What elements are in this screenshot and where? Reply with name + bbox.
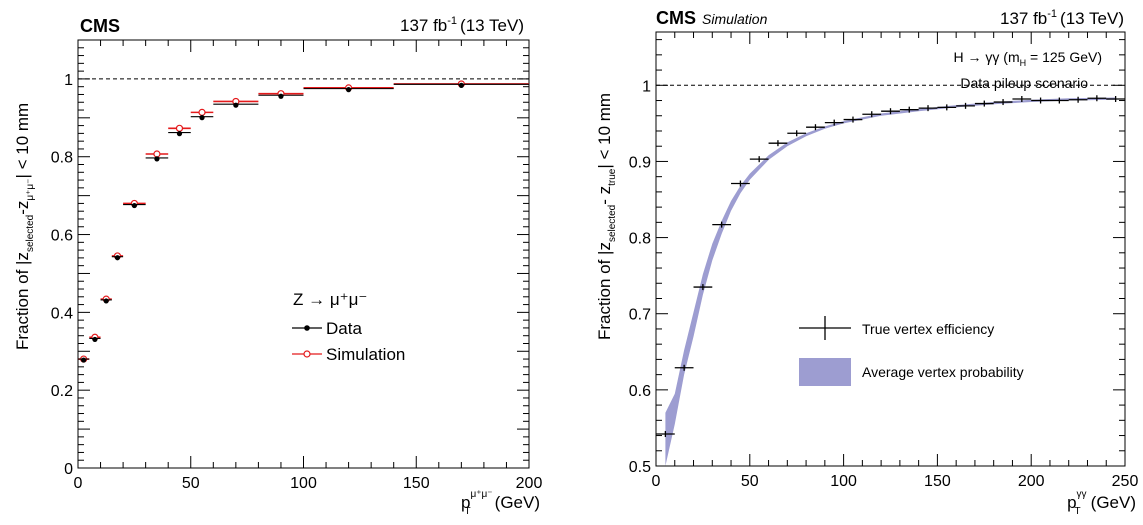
right-lumi-energy: (13 TeV) <box>1060 9 1124 28</box>
right-y-tick-label: 0.6 <box>629 383 651 400</box>
left-experiment-label: CMS <box>80 16 120 36</box>
left-legend: Z → μ⁺μ⁻ Data Simulation <box>292 290 405 364</box>
right-x-axis-label: pγγ T (GeV) <box>1067 489 1136 517</box>
left-x-tick-label: 150 <box>403 475 430 492</box>
left-y-tick-label: 0.6 <box>51 228 73 245</box>
right-x-tick-label: 0 <box>652 473 661 490</box>
left-lumi-sup: -1 <box>447 15 457 27</box>
left-xlabel-p: p <box>461 493 470 512</box>
left-y-tick-label: 1 <box>64 72 73 89</box>
left-data-point <box>458 82 464 88</box>
right-y-tick-label: 0.5 <box>629 459 651 476</box>
left-x-axis-label: pμ⁺μ⁻ T (GeV) <box>461 489 540 517</box>
right-y-tick-label: 0.9 <box>629 154 651 171</box>
right-y-tick-label: 0.8 <box>629 231 651 248</box>
right-ylabel-sub2: true <box>607 168 618 186</box>
right-annotation-process-sub: H <box>1020 58 1027 68</box>
left-data-point <box>176 131 183 137</box>
left-data-point <box>92 336 98 343</box>
left-plot-frame <box>77 39 530 469</box>
right-experiment-name: CMS <box>656 8 696 28</box>
left-xlabel-unit: (GeV) <box>495 493 540 512</box>
right-ylabel-mid: - z <box>595 186 614 205</box>
left-ylabel-mid: -z <box>13 201 32 215</box>
right-annotation-process-post: = 125 GeV) <box>1026 49 1102 65</box>
right-lumi-value: 137 fb <box>1000 9 1047 28</box>
right-lumi-sup: -1 <box>1047 8 1057 20</box>
right-x-tick-label: 150 <box>924 473 951 490</box>
right-xlabel-unit: (GeV) <box>1091 493 1136 512</box>
left-ylabel-sub1: selected <box>25 215 36 252</box>
left-data-point <box>154 156 160 162</box>
right-xlabel-sub: T <box>1075 506 1081 517</box>
left-legend-sim-label: Simulation <box>326 345 405 364</box>
right-legend: True vertex efficiency Average vertex pr… <box>799 316 1024 386</box>
left-ylabel-pre: Fraction of |z <box>13 252 32 350</box>
left-y-axis-label: Fraction of |zselected-zμ⁺μ⁻| < 10 mm <box>13 103 36 350</box>
right-x-tick-label: 250 <box>1112 473 1139 490</box>
left-data-point <box>103 298 109 304</box>
right-y-tick-label: 0.7 <box>629 307 651 324</box>
right-luminosity-label: 137 fb-1 (13 TeV) <box>1000 8 1124 28</box>
right-xlabel-sup: γγ <box>1077 489 1087 500</box>
right-y-axis-label: Fraction of |zselected- ztrue| < 10 mm <box>595 93 618 340</box>
left-y-tick-label: 0.4 <box>51 305 73 322</box>
left-x-tick-label: 200 <box>516 475 543 492</box>
left-ylabel-sub2: μ⁺μ⁻ <box>25 179 36 201</box>
left-y-tick-label: 0 <box>64 461 73 478</box>
left-lumi-energy: (13 TeV) <box>460 16 524 35</box>
right-ylabel-sub1: selected <box>607 205 618 242</box>
left-x-tick-label: 0 <box>74 475 83 492</box>
left-simulation-point <box>198 108 206 116</box>
left-x-tick-label: 100 <box>290 475 317 492</box>
left-data-point <box>278 93 284 99</box>
right-annotation-process: H → γγ (mH = 125 GeV) <box>954 49 1103 68</box>
right-plot-frame <box>655 31 1126 467</box>
left-xlabel-sub: T <box>465 506 471 517</box>
left-luminosity-label: 137 fb-1 (13 TeV) <box>400 15 524 35</box>
left-ylabel-post: | < 10 mm <box>13 103 32 179</box>
left-legend-data-marker <box>304 325 310 331</box>
left-xlabel-sup: μ⁺μ⁻ <box>470 489 492 500</box>
right-x-tick-label: 200 <box>1018 473 1045 490</box>
right-probability-band <box>665 97 1116 466</box>
right-experiment-label: CMS Simulation <box>656 8 768 28</box>
left-data-point <box>114 255 121 261</box>
left-simulation-point <box>175 124 184 132</box>
right-x-tick-label: 50 <box>741 473 759 490</box>
right-xlabel-p: p <box>1067 493 1076 512</box>
left-simulation-point <box>153 150 161 158</box>
right-legend-eff-label: True vertex efficiency <box>862 321 994 337</box>
left-data-point <box>346 87 352 93</box>
left-legend-sim-marker <box>303 350 311 358</box>
left-y-tick-label: 0.8 <box>51 150 73 167</box>
left-data-point <box>81 357 87 363</box>
right-x-tick-label: 100 <box>830 473 857 490</box>
right-ylabel-post: | < 10 mm <box>595 93 614 169</box>
left-data-point <box>131 202 137 209</box>
left-lumi-value: 137 fb <box>400 16 447 35</box>
right-legend-band-swatch <box>799 358 851 386</box>
left-data-point <box>199 115 205 121</box>
right-annotation-scenario: Data pileup scenario <box>960 75 1088 91</box>
right-experiment-subtitle: Simulation <box>702 11 768 27</box>
left-x-tick-label: 50 <box>182 475 200 492</box>
left-data-point <box>233 102 239 108</box>
right-panel: 0 50 100 150 200 250 0.5 0.6 0.7 0.8 0.9 1 CMS Simul… <box>595 8 1138 517</box>
right-annotation-process-text: H → γγ (m <box>954 49 1020 65</box>
left-legend-data-label: Data <box>326 319 362 338</box>
left-legend-title: Z → μ⁺μ⁻ <box>293 290 367 309</box>
right-legend-band-label: Average vertex probability <box>862 364 1024 380</box>
left-y-tick-label: 0.2 <box>51 383 73 400</box>
right-y-tick-label: 1 <box>642 78 651 95</box>
right-ylabel-pre: Fraction of |z <box>595 242 614 340</box>
